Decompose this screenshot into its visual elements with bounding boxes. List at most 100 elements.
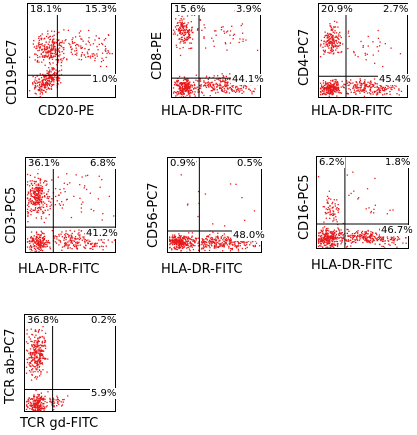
event-dot (199, 19, 201, 21)
event-dot (199, 84, 201, 87)
event-dot (329, 231, 331, 233)
event-dot (33, 40, 35, 42)
event-dot (372, 239, 374, 241)
event-dot (63, 49, 65, 51)
event-dot (216, 235, 219, 238)
event-dot (386, 92, 388, 95)
event-dot (335, 230, 338, 232)
event-dot (397, 238, 399, 240)
event-dot (50, 52, 52, 54)
event-dot (46, 77, 48, 80)
event-dot (25, 401, 28, 403)
event-dot (44, 49, 46, 51)
event-dot (176, 34, 179, 36)
event-dot (340, 36, 342, 39)
event-dot (197, 237, 199, 239)
event-dot (36, 85, 39, 87)
event-dot (364, 233, 366, 236)
event-dot (40, 236, 42, 239)
event-dot (382, 89, 385, 92)
event-dot (53, 45, 55, 47)
event-dot (358, 236, 361, 238)
event-dot (36, 396, 38, 398)
event-dot (40, 409, 42, 411)
event-dot (40, 249, 42, 251)
event-dot (335, 41, 337, 43)
event-dot (224, 238, 226, 241)
event-dot (34, 361, 36, 364)
event-dot (212, 84, 214, 86)
event-dot (330, 47, 332, 49)
event-dot (37, 338, 39, 340)
event-dot (223, 237, 225, 239)
event-dot (32, 240, 34, 242)
event-dot (233, 33, 236, 35)
event-dot (224, 240, 226, 243)
event-dot (35, 238, 37, 240)
event-dot (335, 84, 337, 86)
event-dot (333, 234, 335, 237)
event-dot (34, 350, 36, 352)
event-dot (176, 84, 179, 87)
event-dot (44, 195, 46, 197)
event-dot (355, 86, 357, 88)
event-dot (36, 355, 38, 357)
event-dot (329, 236, 331, 238)
event-dot (69, 247, 71, 249)
event-dot (172, 29, 175, 31)
event-dot (70, 216, 73, 219)
event-dot (174, 81, 176, 83)
event-dot (29, 354, 31, 356)
event-dot (211, 237, 213, 239)
event-dot (231, 85, 233, 87)
event-dot (58, 39, 60, 41)
event-dot (328, 208, 330, 210)
event-dot (327, 51, 329, 54)
event-dot (44, 235, 46, 237)
event-dot (183, 27, 185, 29)
event-dot (215, 242, 218, 244)
event-dot (341, 80, 343, 83)
event-dot (332, 240, 334, 242)
event-dot (384, 90, 386, 92)
event-dot (389, 90, 391, 93)
event-dot (175, 248, 177, 251)
event-dot (47, 87, 49, 89)
event-dot (224, 243, 226, 245)
event-dot (201, 238, 203, 240)
event-dot (41, 55, 44, 58)
event-dot (332, 36, 334, 39)
event-dot (254, 245, 256, 248)
event-dot (81, 176, 83, 178)
event-dot (44, 243, 46, 246)
event-dot (216, 89, 218, 91)
event-dot (182, 239, 184, 241)
event-dot (185, 90, 187, 92)
event-dot (223, 80, 225, 82)
event-dot (179, 26, 181, 28)
event-dot (51, 78, 53, 81)
event-dot (34, 396, 36, 398)
event-dot (323, 241, 325, 244)
event-dot (209, 247, 211, 249)
event-dot (323, 51, 325, 53)
event-dot (35, 351, 38, 353)
event-dot (107, 34, 110, 36)
event-dot (26, 246, 29, 248)
event-dot (46, 81, 48, 83)
event-dot (205, 246, 208, 248)
event-dot (84, 247, 87, 249)
event-dot (58, 55, 60, 57)
event-dot (325, 43, 327, 45)
event-dot (251, 91, 253, 93)
event-dot (365, 232, 367, 235)
event-dot (230, 88, 232, 90)
event-dot (248, 88, 250, 90)
event-dot (43, 245, 45, 247)
event-dot (42, 89, 44, 91)
event-dot (39, 191, 41, 193)
event-dot (77, 233, 79, 235)
event-dot (243, 91, 245, 93)
event-dot (56, 397, 59, 399)
x-axis-label: TCR gd-FITC (20, 416, 99, 431)
